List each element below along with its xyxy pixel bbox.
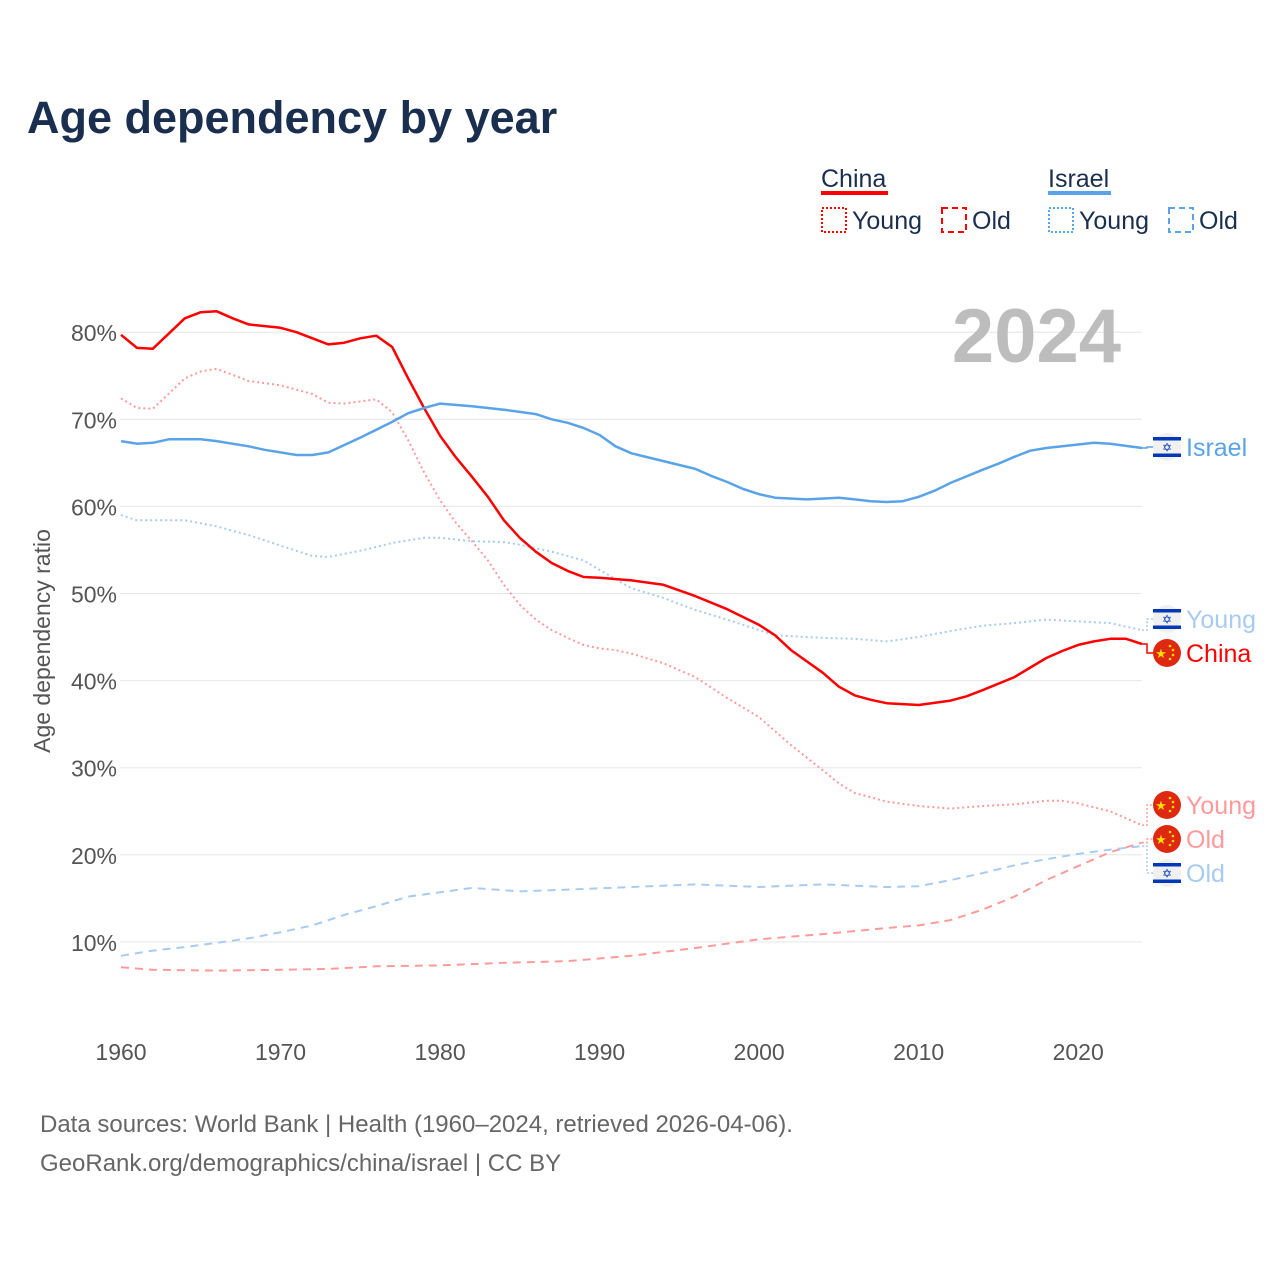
x-tick-label: 1990 xyxy=(574,1039,625,1065)
end-label-israel: Israel xyxy=(1186,434,1247,462)
y-axis-label: Age dependency ratio xyxy=(29,529,55,753)
end-label-china-young: Young xyxy=(1186,792,1256,820)
legend-china-young-label: Young xyxy=(852,207,922,235)
svg-text:★: ★ xyxy=(1155,832,1167,847)
y-tick-label: 50% xyxy=(71,582,117,608)
gridlines xyxy=(120,331,1142,943)
end-label-connector xyxy=(1142,618,1155,631)
series-line-israel-old[interactable] xyxy=(120,845,1143,957)
china-flag-icon: ★ xyxy=(1153,825,1181,853)
y-tick-label: 30% xyxy=(71,756,117,782)
y-tick-label: 20% xyxy=(71,843,117,869)
legend-china-underline xyxy=(821,191,888,195)
series-lines xyxy=(120,310,1143,972)
x-tick-label: 1970 xyxy=(255,1039,306,1065)
series-line-china-young[interactable] xyxy=(120,367,1143,827)
y-tick-label: 10% xyxy=(71,930,117,956)
end-label-connector xyxy=(1142,446,1155,449)
y-axis-ticks: 10% 20% 30% 40% 50% 60% 70% 80% xyxy=(71,320,117,956)
series-line-china[interactable] xyxy=(120,310,1143,707)
legend-china-old-swatch xyxy=(941,207,967,233)
end-label-connector xyxy=(1142,643,1155,654)
end-label-connector xyxy=(1142,845,1155,874)
israel-flag-icon: ✡ xyxy=(1153,605,1181,633)
x-tick-label: 2000 xyxy=(734,1039,785,1065)
legend-israel-underline xyxy=(1048,191,1111,195)
end-label-israel-young: Young xyxy=(1186,606,1256,634)
china-flag-icon: ★ xyxy=(1153,791,1181,819)
y-tick-label: 60% xyxy=(71,494,117,520)
x-tick-label: 1980 xyxy=(414,1039,465,1065)
x-tick-label: 2020 xyxy=(1053,1039,1104,1065)
svg-text:✡: ✡ xyxy=(1162,867,1172,881)
israel-flag-icon: ✡ xyxy=(1153,433,1181,461)
chart-title: Age dependency by year xyxy=(27,92,557,143)
x-tick-label: 1960 xyxy=(95,1039,146,1065)
svg-text:✡: ✡ xyxy=(1162,441,1172,455)
end-label-israel-old: Old xyxy=(1186,860,1225,888)
end-label-connector xyxy=(1142,804,1155,826)
x-axis-ticks: 1960 1970 1980 1990 2000 2010 2020 xyxy=(95,1039,1103,1065)
legend-group-israel[interactable]: Israel Young Old xyxy=(1048,165,1238,235)
y-tick-label: 80% xyxy=(71,320,117,346)
legend-israel-old-label: Old xyxy=(1199,207,1238,235)
legend: China Young Old Israel Young Old xyxy=(821,165,1238,235)
end-label-china-old: Old xyxy=(1186,826,1225,854)
svg-text:★: ★ xyxy=(1155,646,1167,661)
svg-text:★: ★ xyxy=(1155,798,1167,813)
legend-israel-young-swatch xyxy=(1048,207,1074,233)
legend-israel-young-label: Young xyxy=(1079,207,1149,235)
watermark-year: 2024 xyxy=(952,294,1121,379)
legend-china-label: China xyxy=(821,165,886,193)
x-tick-label: 2010 xyxy=(893,1039,944,1065)
y-tick-label: 40% xyxy=(71,669,117,695)
footer-source: Data sources: World Bank | Health (1960–… xyxy=(40,1111,793,1138)
end-label-china: China xyxy=(1186,640,1251,668)
china-flag-icon: ★ xyxy=(1153,639,1181,667)
end-label-connector xyxy=(1142,838,1155,844)
footer-link[interactable]: GeoRank.org/demographics/china/israel | … xyxy=(40,1150,561,1177)
legend-israel-label: Israel xyxy=(1048,165,1109,193)
legend-china-young-swatch xyxy=(821,207,847,233)
legend-china-old-label: Old xyxy=(972,207,1011,235)
series-line-israel-young[interactable] xyxy=(120,514,1143,643)
legend-israel-old-swatch xyxy=(1168,207,1194,233)
israel-flag-icon: ✡ xyxy=(1153,859,1181,887)
svg-text:✡: ✡ xyxy=(1162,613,1172,627)
legend-group-china[interactable]: China Young Old xyxy=(821,165,1011,235)
series-line-china-old[interactable] xyxy=(120,841,1143,972)
series-line-israel[interactable] xyxy=(120,402,1143,504)
end-labels: ★ Young ★ Old ✡ Young ✡ Old ★ China ✡ Israel xyxy=(1142,433,1256,888)
y-tick-label: 70% xyxy=(71,407,117,433)
